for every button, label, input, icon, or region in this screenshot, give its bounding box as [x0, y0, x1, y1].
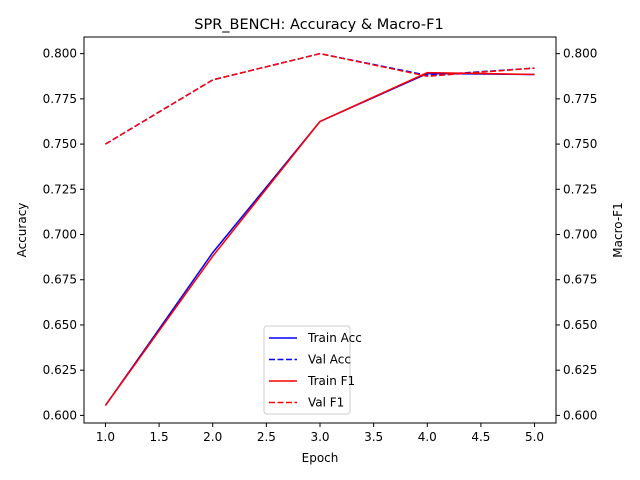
y-axis-left: 0.600 0.625 0.650 0.675 0.700 0.725 0.750 0.775… [43, 47, 84, 422]
x-tick-label: 1.5 [150, 430, 169, 444]
legend-label-val-acc: Val Acc [308, 353, 351, 367]
y-right-tick-label: 0.725 [563, 182, 597, 196]
x-tick-label: 4.0 [418, 430, 437, 444]
y-left-tick-label: 0.750 [43, 137, 77, 151]
x-tick-label: 5.0 [525, 430, 544, 444]
y-left-tick-label: 0.725 [43, 182, 77, 196]
y-left-tick-label: 0.675 [43, 273, 77, 287]
legend-box [263, 325, 351, 415]
y-right-tick-label: 0.800 [563, 47, 597, 61]
x-tick-label: 1.0 [96, 430, 115, 444]
y-left-tick-label: 0.700 [43, 228, 77, 242]
series-layer [104, 52, 535, 406]
y-left-tick-label: 0.800 [43, 47, 77, 61]
series-line-train-f1 [104, 71, 535, 406]
y-right-tick-label: 0.700 [563, 228, 597, 242]
x-tick-label: 3.0 [310, 430, 329, 444]
legend-label-train-acc: Train Acc [307, 331, 362, 345]
y-right-tick-label: 0.750 [563, 137, 597, 151]
y-left-tick-label: 0.650 [43, 318, 77, 332]
x-tick-label: 3.5 [364, 430, 383, 444]
x-tick-label: 2.0 [203, 430, 222, 444]
legend: Train Acc Val Acc Train F1 Val F1 [263, 325, 362, 415]
y-axis-right: 0.600 0.625 0.650 0.675 0.700 0.725 0.750 0.775… [556, 47, 597, 422]
y-axis-right-label: Macro-F1 [611, 202, 625, 257]
x-tick-label: 4.5 [471, 430, 490, 444]
y-left-tick-label: 0.625 [43, 363, 77, 377]
series-line-val-f1 [105, 52, 535, 145]
y-right-tick-label: 0.600 [563, 408, 597, 422]
x-axis-label: Epoch [302, 451, 339, 465]
y-right-tick-label: 0.675 [563, 273, 597, 287]
y-left-tick-label: 0.600 [43, 408, 77, 422]
x-axis: 1.0 1.5 2.0 2.5 3.0 3.5 4.0 4.5 5.0 [96, 423, 544, 444]
y-right-tick-label: 0.650 [563, 318, 597, 332]
x-tick-label: 2.5 [257, 430, 276, 444]
y-right-tick-label: 0.625 [563, 363, 597, 377]
legend-label-train-f1: Train F1 [307, 374, 355, 388]
y-left-tick-label: 0.775 [43, 92, 77, 106]
series-line-val-acc [105, 52, 535, 145]
legend-label-val-f1: Val F1 [308, 396, 344, 410]
y-axis-left-label: Accuracy [15, 203, 29, 258]
chart-title: SPR_BENCH: Accuracy & Macro-F1 [194, 17, 443, 33]
y-right-tick-label: 0.775 [563, 92, 597, 106]
